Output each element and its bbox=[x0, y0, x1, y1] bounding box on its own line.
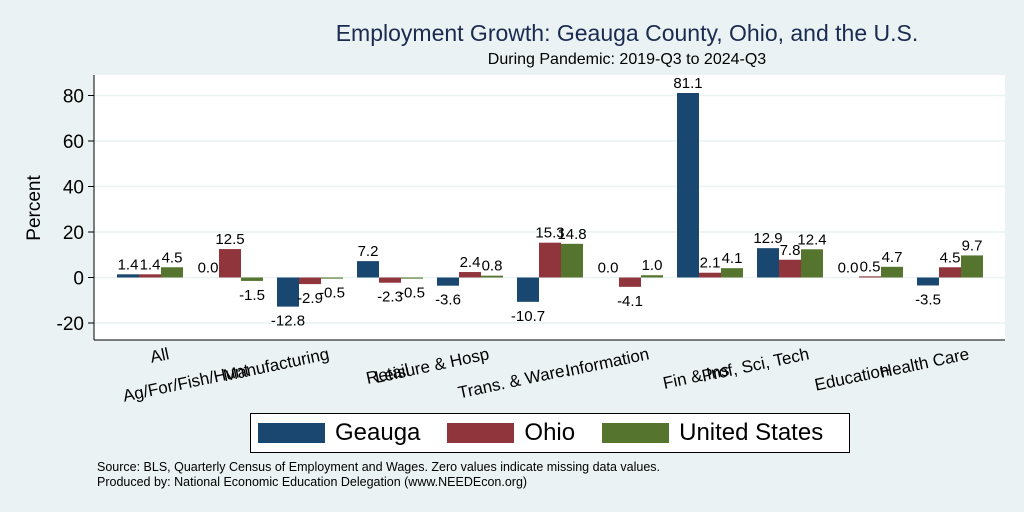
data-label-geauga: 1.4 bbox=[118, 256, 139, 273]
legend-swatch-ohio bbox=[447, 423, 515, 443]
data-label-united-states: 4.1 bbox=[722, 250, 743, 267]
bar-united-states bbox=[481, 275, 503, 278]
produced-by-note: Produced by: National Economic Education… bbox=[97, 475, 528, 489]
legend-swatch-geauga bbox=[258, 423, 325, 443]
data-label-geauga: -12.8 bbox=[271, 313, 305, 330]
data-label-ohio: 2.1 bbox=[700, 255, 721, 272]
data-label-ohio: 15.3 bbox=[535, 225, 564, 242]
data-label-geauga: 0.0 bbox=[838, 260, 859, 277]
x-tick-label: Health Care bbox=[878, 344, 971, 381]
data-label-ohio: 7.8 bbox=[780, 242, 801, 259]
bar-geauga bbox=[117, 274, 139, 278]
data-label-ohio: 2.4 bbox=[460, 254, 481, 271]
legend-item-united-states: United States bbox=[602, 419, 837, 447]
data-label-united-states: 4.7 bbox=[882, 249, 903, 266]
bar-ohio bbox=[859, 276, 881, 278]
data-label-united-states: -1.5 bbox=[239, 287, 265, 304]
bar-united-states bbox=[721, 268, 743, 278]
data-label-ohio: 12.5 bbox=[215, 231, 244, 248]
bar-ohio bbox=[779, 259, 801, 278]
data-label-united-states: 9.7 bbox=[962, 237, 983, 254]
y-tick-label: 40 bbox=[63, 178, 84, 199]
plot-area bbox=[94, 75, 1005, 340]
bar-ohio bbox=[619, 277, 641, 287]
bar-united-states bbox=[961, 255, 983, 278]
bar-united-states bbox=[161, 267, 183, 278]
x-tick-label: All bbox=[148, 344, 170, 367]
data-label-united-states: 12.4 bbox=[797, 231, 826, 248]
bar-ohio bbox=[379, 277, 401, 283]
y-tick-label: 80 bbox=[63, 87, 84, 108]
data-label-geauga: -3.5 bbox=[915, 291, 941, 308]
bar-geauga bbox=[437, 277, 459, 286]
bar-geauga bbox=[677, 92, 699, 278]
data-label-united-states: -0.5 bbox=[319, 285, 345, 302]
data-label-ohio: 4.5 bbox=[940, 249, 961, 266]
data-label-geauga: 0.0 bbox=[198, 260, 219, 277]
legend-item-ohio: Ohio bbox=[447, 419, 589, 447]
legend-swatch-united-states bbox=[602, 423, 670, 443]
chart-subtitle: During Pandemic: 2019-Q3 to 2024-Q3 bbox=[487, 51, 767, 68]
bar-united-states bbox=[561, 243, 583, 278]
source-note: Source: BLS, Quarterly Census of Employm… bbox=[97, 460, 661, 474]
data-label-geauga: -10.7 bbox=[511, 308, 545, 325]
x-tick-label: Prof, Sci, Tech bbox=[700, 344, 811, 385]
bar-ohio bbox=[219, 249, 241, 278]
data-label-united-states: 4.5 bbox=[162, 249, 183, 266]
bar-geauga bbox=[917, 277, 939, 286]
bar-ohio bbox=[139, 274, 161, 278]
legend-label-geauga: Geauga bbox=[335, 419, 421, 446]
legend-item-geauga: Geauga bbox=[258, 419, 434, 447]
y-axis-label: Percent bbox=[24, 175, 45, 241]
y-tick-label: 60 bbox=[63, 132, 84, 153]
bar-united-states bbox=[801, 249, 823, 278]
data-label-geauga: 12.9 bbox=[753, 230, 782, 247]
data-label-united-states: 0.8 bbox=[482, 258, 503, 275]
data-label-geauga: 0.0 bbox=[598, 260, 619, 277]
bar-ohio bbox=[299, 277, 321, 285]
data-label-ohio: 1.4 bbox=[140, 256, 161, 273]
data-label-geauga: 7.2 bbox=[358, 243, 379, 260]
legend: Geauga Ohio United States bbox=[250, 413, 850, 453]
bar-geauga bbox=[517, 277, 539, 302]
x-tick-label: Manufacturing bbox=[222, 344, 331, 385]
y-tick-label: -20 bbox=[57, 314, 84, 335]
y-tick-label: 0 bbox=[73, 269, 84, 290]
bar-united-states bbox=[321, 277, 343, 279]
bar-united-states bbox=[241, 277, 263, 281]
chart-title: Employment Growth: Geauga County, Ohio, … bbox=[335, 20, 919, 46]
bar-geauga bbox=[357, 261, 379, 278]
bar-ohio bbox=[699, 272, 721, 278]
data-label-geauga: -3.6 bbox=[435, 292, 461, 309]
bar-ohio bbox=[939, 267, 961, 278]
bar-ohio bbox=[459, 272, 481, 278]
x-tick-label: Trans. & Ware. bbox=[456, 360, 571, 402]
data-label-ohio: -2.9 bbox=[297, 290, 323, 307]
bar-united-states bbox=[401, 277, 423, 279]
bar-geauga bbox=[757, 248, 779, 278]
data-label-ohio: 0.5 bbox=[860, 258, 881, 275]
data-label-united-states: 14.8 bbox=[557, 226, 586, 243]
data-label-ohio: -2.3 bbox=[377, 289, 403, 306]
data-label-united-states: 1.0 bbox=[642, 257, 663, 274]
legend-label-ohio: Ohio bbox=[524, 419, 576, 446]
data-label-united-states: -0.5 bbox=[399, 285, 425, 302]
y-tick-label: 20 bbox=[63, 223, 84, 244]
bar-ohio bbox=[539, 242, 561, 278]
data-label-ohio: -4.1 bbox=[617, 293, 643, 310]
data-label-geauga: 81.1 bbox=[673, 75, 702, 92]
bar-united-states bbox=[881, 266, 903, 278]
bar-geauga bbox=[277, 277, 299, 307]
legend-label-united-states: United States bbox=[679, 419, 824, 446]
x-tick-label: Information bbox=[564, 344, 651, 380]
bar-united-states bbox=[641, 275, 663, 278]
